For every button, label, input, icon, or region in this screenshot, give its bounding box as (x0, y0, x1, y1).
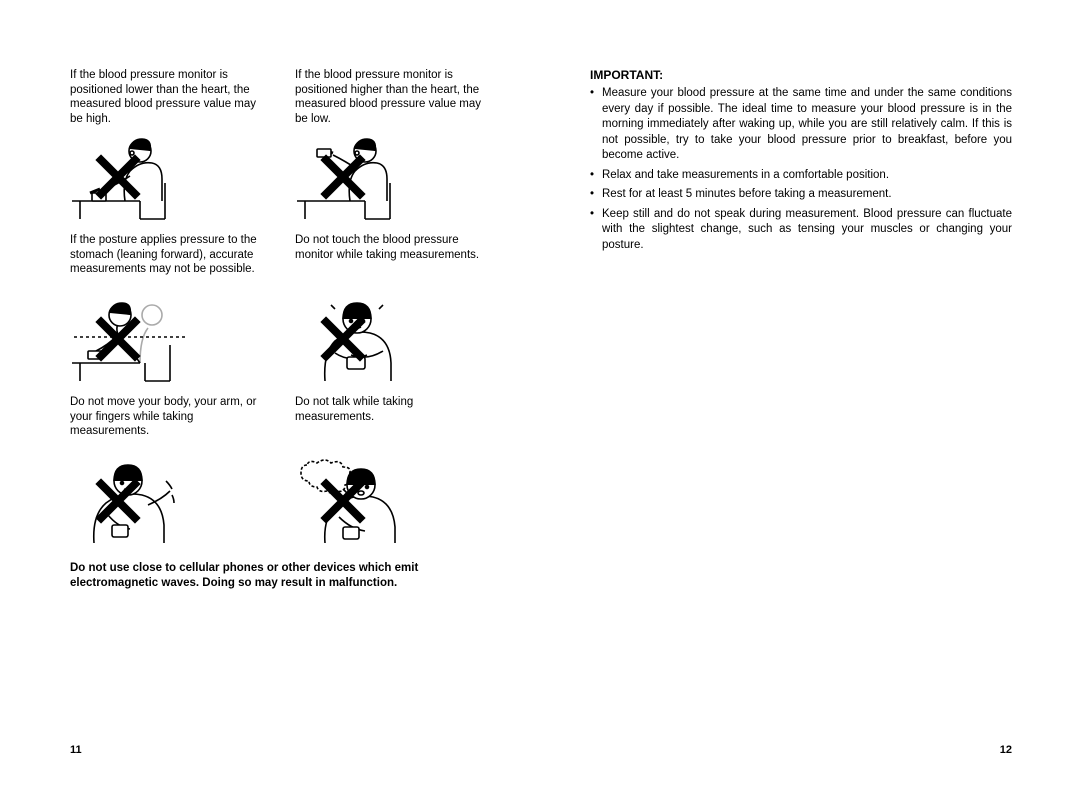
cell-monitor-low: If the blood pressure monitor is positio… (70, 68, 265, 221)
bullet-item: • Keep still and do not speak during mea… (590, 207, 1012, 254)
bullet-item: • Measure your blood pressure at the sam… (590, 86, 1012, 164)
bullet-dot-icon: • (590, 187, 602, 203)
cell-touching-monitor: Do not touch the blood pressure monitor … (295, 233, 490, 383)
illustration-touching (295, 293, 415, 383)
caption: Do not move your body, your arm, or your… (70, 395, 265, 451)
page-right: IMPORTANT: • Measure your blood pressure… (540, 0, 1080, 786)
page-number-right: 12 (1000, 744, 1012, 756)
caption: If the blood pressure monitor is positio… (295, 68, 490, 127)
bullet-dot-icon: • (590, 86, 602, 164)
x-mark-icon (315, 311, 371, 367)
illustration-talking (295, 455, 415, 545)
bullet-item: • Relax and take measurements in a comfo… (590, 168, 1012, 184)
bullet-item: • Rest for at least 5 minutes before tak… (590, 187, 1012, 203)
cell-talking: Do not talk while taking measurements. (295, 395, 490, 545)
x-mark-icon (315, 149, 371, 205)
bullet-dot-icon: • (590, 168, 602, 184)
x-mark-icon (90, 149, 146, 205)
electromagnetic-warning: Do not use close to cellular phones or o… (70, 561, 490, 592)
caption: If the posture applies pressure to the s… (70, 233, 265, 289)
caption: Do not talk while taking measurements. (295, 395, 490, 451)
x-mark-icon (315, 473, 371, 529)
caption: If the blood pressure monitor is positio… (70, 68, 265, 127)
cell-moving: Do not move your body, your arm, or your… (70, 395, 265, 545)
cell-leaning-forward: If the posture applies pressure to the s… (70, 233, 265, 383)
bullet-text: Measure your blood pressure at the same … (602, 86, 1012, 164)
page-left: If the blood pressure monitor is positio… (0, 0, 540, 786)
important-bullets: • Measure your blood pressure at the sam… (590, 86, 1012, 257)
two-page-spread: If the blood pressure monitor is positio… (0, 0, 1080, 786)
bullet-text: Relax and take measurements in a comfort… (602, 168, 1012, 184)
illustration-leaning (70, 293, 190, 383)
cell-monitor-high: If the blood pressure monitor is positio… (295, 68, 490, 221)
caption: Do not touch the blood pressure monitor … (295, 233, 490, 289)
bullet-text: Keep still and do not speak during measu… (602, 207, 1012, 254)
illustration-moving (70, 455, 190, 545)
illustration-monitor-low (70, 131, 190, 221)
bullet-text: Rest for at least 5 minutes before takin… (602, 187, 1012, 203)
page-number-left: 11 (70, 744, 82, 756)
illustration-monitor-high (295, 131, 415, 221)
x-mark-icon (90, 473, 146, 529)
important-heading: IMPORTANT: (590, 68, 1012, 82)
x-mark-icon (90, 311, 146, 367)
bullet-dot-icon: • (590, 207, 602, 254)
incorrect-posture-grid: If the blood pressure monitor is positio… (70, 68, 490, 545)
